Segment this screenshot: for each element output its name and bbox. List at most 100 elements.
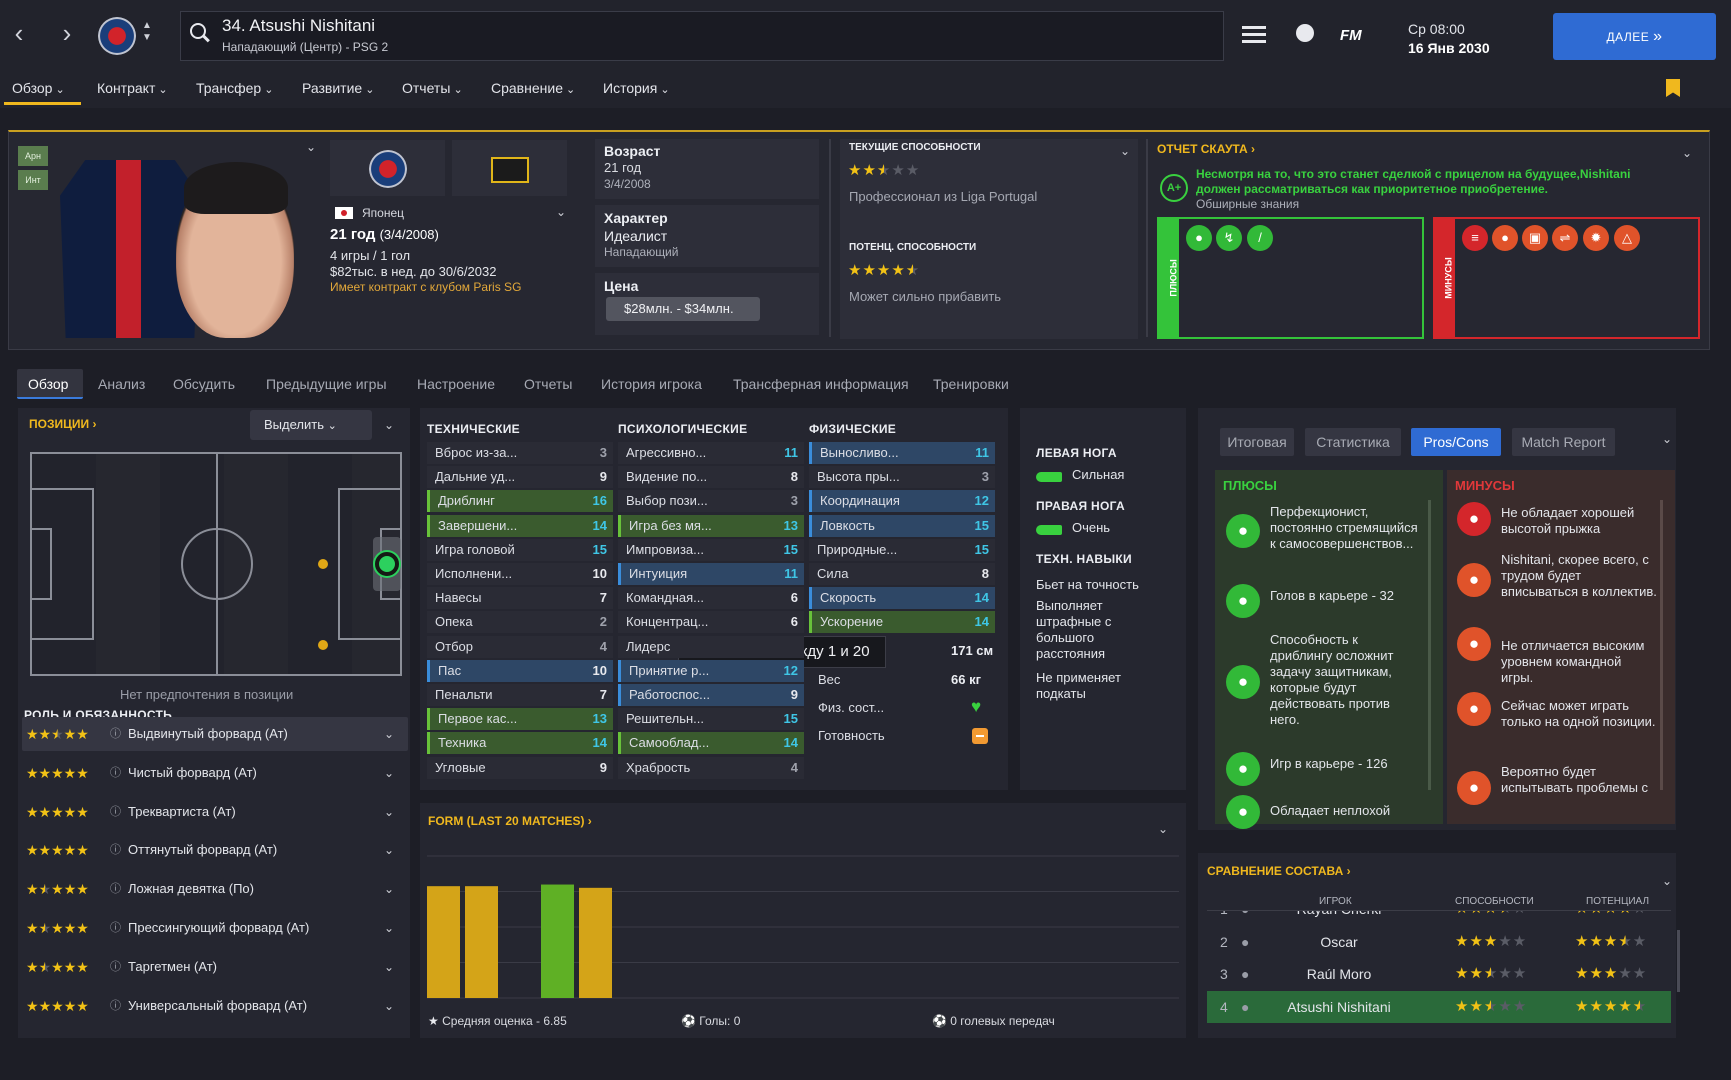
- attribute-row[interactable]: Принятие р... 12: [618, 659, 804, 682]
- attribute-row[interactable]: Пас 10: [427, 659, 613, 682]
- chevron-down-icon[interactable]: ⌄: [1120, 144, 1131, 158]
- menu-contract[interactable]: Контракт: [97, 80, 168, 96]
- attribute-row[interactable]: Концентрац... 6: [618, 611, 804, 634]
- chevron-down-icon[interactable]: ⌄: [383, 882, 394, 897]
- attribute-row[interactable]: Вброс из-за... 3: [427, 442, 613, 464]
- attribute-row[interactable]: Угловые 9: [427, 756, 613, 779]
- attribute-row[interactable]: Координация 12: [809, 490, 995, 513]
- menu-reports[interactable]: Отчеты: [402, 80, 463, 96]
- chevron-down-icon[interactable]: ⌄: [383, 998, 394, 1013]
- comparison-row[interactable]: 2 ● Oscar ★★★★★ ★★★★★: [1207, 926, 1671, 958]
- role-row[interactable]: ★★★★★ ⓘ Таргетмен (Ат) ⌄: [22, 950, 408, 984]
- attribute-row[interactable]: Решительн... 15: [618, 708, 804, 731]
- attribute-row[interactable]: Выбор пози... 3: [618, 490, 804, 513]
- form-bar[interactable]: [579, 887, 612, 998]
- attribute-row[interactable]: Работоспос... 9: [618, 684, 804, 706]
- btn-proscons[interactable]: Pros/Cons: [1411, 428, 1501, 456]
- comparison-row[interactable]: 3 ● Raúl Moro ★★★★★ ★★★★★: [1207, 958, 1671, 990]
- chevron-down-icon[interactable]: ⌄: [556, 205, 567, 219]
- attribute-row[interactable]: Сила 8: [809, 563, 995, 585]
- attribute-row[interactable]: Храбрость 4: [618, 756, 804, 779]
- attribute-row[interactable]: Импровиза... 15: [618, 538, 804, 561]
- chevron-down-icon[interactable]: ⌄: [306, 140, 317, 154]
- pros-scrollbar[interactable]: [1428, 500, 1431, 790]
- attribute-row[interactable]: Игра головой 15: [427, 538, 613, 561]
- tab-mood[interactable]: Настроение: [417, 376, 496, 392]
- role-row[interactable]: ★★★★★ ⓘ Универсальный форвард (Ат) ⌄: [22, 989, 408, 1023]
- comparison-row[interactable]: 4 ● Atsushi Nishitani ★★★★★ ★★★★★: [1207, 990, 1671, 1023]
- tab-transfer-info[interactable]: Трансферная информация: [733, 376, 909, 392]
- menu-comparison[interactable]: Сравнение: [491, 80, 575, 96]
- back-arrow-icon[interactable]: ‹: [14, 18, 24, 48]
- attribute-row[interactable]: Агрессивно... 11: [618, 442, 804, 464]
- kit-away-tab[interactable]: Инт: [18, 170, 48, 190]
- attribute-row[interactable]: Ускорение 14: [809, 611, 995, 634]
- info-icon[interactable]: ⓘ: [110, 883, 121, 896]
- globe-icon[interactable]: [1296, 24, 1314, 42]
- comparison-title[interactable]: СРАВНЕНИЕ СОСТАВА ›: [1207, 864, 1351, 878]
- chevron-down-icon[interactable]: ⌄: [383, 959, 394, 974]
- info-icon[interactable]: ⓘ: [110, 844, 121, 857]
- menu-history[interactable]: История: [603, 80, 670, 96]
- tab-training[interactable]: Тренировки: [933, 376, 1009, 392]
- chevron-down-icon[interactable]: ⌄: [384, 418, 395, 432]
- continue-button[interactable]: ДАЛЕЕ »: [1553, 13, 1716, 60]
- bookmark-icon[interactable]: [1666, 79, 1680, 97]
- attribute-row[interactable]: Высота пры... 3: [809, 466, 995, 489]
- attribute-row[interactable]: Лидерс: [618, 635, 804, 658]
- btn-summary[interactable]: Итоговая: [1220, 428, 1294, 456]
- info-icon[interactable]: ⓘ: [110, 999, 121, 1012]
- club-crest-icon[interactable]: [98, 17, 136, 55]
- form-title[interactable]: FORM (LAST 20 MATCHES) ›: [428, 814, 592, 828]
- comparison-scrollbar[interactable]: [1677, 930, 1680, 992]
- attribute-row[interactable]: Дальние уд... 9: [427, 466, 613, 489]
- forward-arrow-icon[interactable]: ›: [62, 18, 72, 48]
- role-row[interactable]: ★★★★★ ⓘ Ложная девятка (По) ⌄: [22, 872, 408, 906]
- tab-previous-matches[interactable]: Предыдущие игры: [266, 376, 387, 392]
- chevron-down-icon[interactable]: ⌄: [383, 765, 394, 780]
- chevron-down-icon[interactable]: ⌄: [1682, 146, 1693, 160]
- attribute-row[interactable]: Игра без мя... 13: [618, 514, 804, 537]
- info-icon[interactable]: ⓘ: [110, 805, 121, 818]
- form-bar[interactable]: [465, 886, 498, 998]
- role-row[interactable]: ★★★★★ ⓘ Треквартиста (Ат) ⌄: [22, 795, 408, 829]
- attribute-row[interactable]: Интуиция 11: [618, 563, 804, 585]
- attribute-row[interactable]: Видение по... 8: [618, 466, 804, 489]
- comparison-row[interactable]: 1 ● Rayan Cherki ★★★★★ ★★★★★: [1207, 911, 1671, 925]
- attribute-row[interactable]: Исполнени... 10: [427, 563, 613, 585]
- positions-title[interactable]: ПОЗИЦИИ ›: [29, 417, 97, 431]
- menu-development[interactable]: Развитие: [302, 80, 374, 96]
- menu-transfer[interactable]: Трансфер: [196, 80, 273, 96]
- search-icon[interactable]: [190, 23, 206, 39]
- attribute-row[interactable]: Командная... 6: [618, 587, 804, 610]
- role-row[interactable]: ★★★★★ ⓘ Прессингующий форвард (Ат) ⌄: [22, 911, 408, 945]
- player-search-box[interactable]: [180, 11, 1224, 61]
- attribute-row[interactable]: Дриблинг 16: [427, 490, 613, 513]
- attribute-row[interactable]: Выносливо... 11: [809, 442, 995, 464]
- attribute-row[interactable]: Техника 14: [427, 732, 613, 755]
- attribute-row[interactable]: Природные... 15: [809, 538, 995, 561]
- chevron-down-icon[interactable]: ⌄: [383, 804, 394, 819]
- attribute-row[interactable]: Завершени... 14: [427, 514, 613, 537]
- btn-statistics[interactable]: Статистика: [1305, 428, 1401, 456]
- chevron-down-icon[interactable]: ⌄: [383, 921, 394, 935]
- attribute-row[interactable]: Отбор 4: [427, 635, 613, 658]
- info-icon[interactable]: ⓘ: [110, 922, 121, 934]
- info-icon[interactable]: ⓘ: [110, 728, 121, 740]
- tab-player-history[interactable]: История игрока: [601, 376, 702, 392]
- role-row[interactable]: ★★★★★ ⓘ Выдвинутый форвард (Ат) ⌄: [22, 717, 408, 751]
- tab-analysis[interactable]: Анализ: [98, 376, 146, 392]
- price-value[interactable]: $28млн. - $34млн.: [606, 297, 760, 321]
- attribute-row[interactable]: Опека 2: [427, 611, 613, 634]
- attribute-row[interactable]: Навесы 7: [427, 587, 613, 610]
- chevron-down-icon[interactable]: ⌄: [383, 727, 394, 741]
- menu-icon[interactable]: [1242, 26, 1266, 29]
- form-bar[interactable]: [541, 884, 574, 998]
- btn-match-report[interactable]: Match Report: [1512, 428, 1615, 456]
- tab-discuss[interactable]: Обсудить: [173, 376, 235, 392]
- menu-overview[interactable]: Обзор: [12, 80, 65, 96]
- role-row[interactable]: ★★★★★ ⓘ Чистый форвард (Ат) ⌄: [22, 756, 408, 790]
- info-icon[interactable]: ⓘ: [110, 960, 121, 973]
- scout-report-title[interactable]: ОТЧЕТ СКАУТА ›: [1157, 142, 1256, 156]
- attribute-row[interactable]: Первое кас... 13: [427, 708, 613, 731]
